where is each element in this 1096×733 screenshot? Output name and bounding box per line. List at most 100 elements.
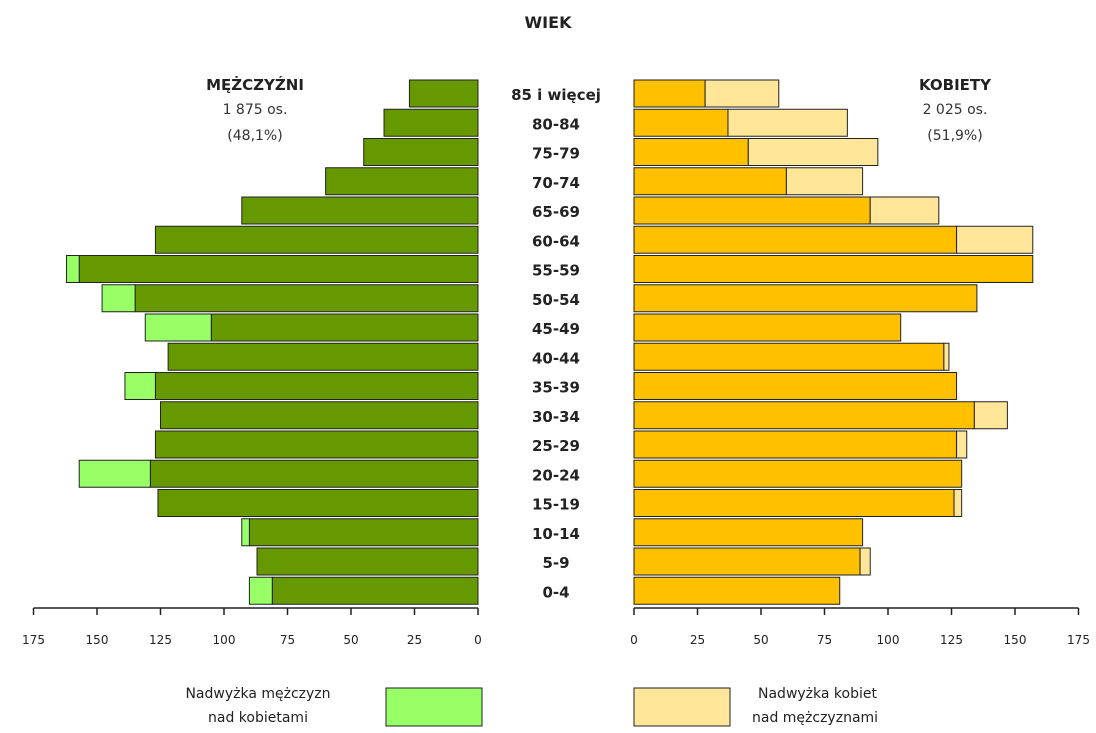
women-bar-3	[633, 167, 787, 196]
men-bar-11	[160, 401, 479, 430]
women-bar-13	[633, 459, 963, 488]
women-excess-bar-16	[859, 547, 871, 576]
legend-women-swatch	[633, 687, 731, 727]
men-bar-15	[248, 518, 479, 547]
men-bar-2	[363, 138, 479, 166]
men-bar-3	[325, 167, 479, 196]
men-bar-0	[408, 79, 479, 108]
women-total: 2 025 os.	[923, 102, 988, 118]
age-label-8: 45-49	[532, 320, 580, 338]
age-label-0: 85 i więcej	[511, 86, 601, 104]
women-excess-bar-4	[869, 196, 940, 225]
women-bar-9	[633, 342, 945, 371]
women-bar-0	[633, 79, 706, 108]
age-label-9: 40-44	[532, 349, 580, 367]
women-axis-tick-label: 75	[817, 633, 832, 647]
legend-women-line1: Nadwyżka kobiet	[758, 686, 877, 702]
men-excess-bar-17	[248, 576, 273, 605]
chart-title: WIEK	[525, 13, 573, 32]
men-axis-tick-label: 0	[474, 633, 482, 647]
men-bar-16	[256, 547, 479, 576]
men-bar-17	[271, 576, 479, 605]
women-bar-6	[633, 255, 1034, 283]
women-excess-bar-3	[785, 167, 864, 196]
legend-men-line1: Nadwyżka mężczyzn	[185, 686, 330, 702]
women-excess-bar-12	[956, 430, 968, 459]
age-label-6: 55-59	[532, 262, 580, 280]
women-axis-tick-label: 25	[690, 633, 705, 647]
women-bar-14	[633, 489, 955, 517]
women-bar-17	[633, 576, 841, 605]
age-labels: 85 i więcej 80-84 75-79 70-74 65-69 60-64 55-5…	[511, 86, 601, 601]
men-total: 1 875 os.	[223, 102, 288, 118]
women-bar-4	[633, 196, 871, 225]
legend-women-excess: Nadwyżka kobiet nad mężczyznami	[633, 686, 878, 727]
age-label-4: 65-69	[532, 203, 580, 221]
men-bar-12	[154, 430, 479, 459]
women-excess-bar-14	[953, 489, 963, 517]
men-axis-tick-label: 100	[213, 633, 236, 647]
women-axis-tick-label: 50	[753, 633, 768, 647]
men-bar-9	[167, 342, 479, 371]
women-excess-bar-0	[704, 79, 780, 108]
women-axis-tick-label: 100	[877, 633, 900, 647]
women-heading: KOBIETY	[919, 76, 992, 94]
women-axis-tick-label: 0	[630, 633, 638, 647]
age-label-2: 75-79	[532, 145, 580, 163]
women-axis-tick-label: 175	[1067, 633, 1090, 647]
age-label-15: 10-14	[532, 525, 580, 543]
men-excess-bar-15	[241, 518, 250, 547]
women-bar-15	[633, 518, 864, 547]
men-excess-bar-10	[124, 372, 156, 400]
men-share: (48,1%)	[227, 128, 282, 144]
men-excess-bar-6	[66, 255, 80, 283]
women-excess-bar-9	[943, 342, 950, 371]
women-excess-bar-11	[973, 401, 1008, 430]
women-axis-tick-label: 150	[1004, 633, 1027, 647]
women-bar-11	[633, 401, 975, 430]
women-bar-1	[633, 108, 729, 137]
women-x-axis: 0 25 50 75 100 125 150 175	[630, 607, 1090, 647]
men-excess-bar-7	[101, 284, 136, 313]
men-bar-6	[78, 255, 479, 283]
men-axis-tick-label: 75	[280, 633, 295, 647]
women-bar-16	[633, 547, 861, 576]
women-excess-bar-2	[747, 138, 879, 166]
age-label-17: 0-4	[542, 583, 569, 601]
age-label-16: 5-9	[542, 554, 569, 572]
legend-men-excess: Nadwyżka mężczyzn nad kobietami	[185, 686, 483, 727]
age-label-10: 35-39	[532, 379, 580, 397]
men-bar-13	[149, 459, 479, 488]
men-axis-tick-label: 125	[149, 633, 172, 647]
age-label-14: 15-19	[532, 496, 580, 514]
age-label-1: 80-84	[532, 115, 580, 133]
men-axis-tick-label: 25	[407, 633, 422, 647]
women-bar-7	[633, 284, 978, 313]
women-share: (51,9%)	[927, 128, 982, 144]
men-axis-tick-label: 175	[22, 633, 45, 647]
men-excess-bar-8	[144, 313, 212, 342]
women-bar-10	[633, 372, 958, 400]
men-axis-tick-label: 50	[343, 633, 358, 647]
age-label-13: 20-24	[532, 466, 580, 484]
men-bar-4	[241, 196, 479, 225]
women-excess-bar-5	[956, 225, 1034, 254]
women-bar-12	[633, 430, 958, 459]
men-x-axis: 0 25 50 75 100 125 150 175	[22, 607, 482, 647]
men-bar-7	[134, 284, 479, 313]
women-bar-8	[633, 313, 902, 342]
women-bar-2	[633, 138, 749, 166]
men-bar-1	[383, 108, 479, 137]
age-label-3: 70-74	[532, 174, 580, 192]
men-excess-bar-13	[78, 459, 151, 488]
women-bars	[633, 79, 1034, 605]
men-bars	[66, 79, 479, 605]
men-bar-5	[154, 225, 479, 254]
women-excess-bar-1	[727, 108, 848, 137]
legend-men-swatch	[385, 687, 483, 727]
women-bar-5	[633, 225, 958, 254]
age-label-12: 25-29	[532, 437, 580, 455]
age-label-11: 30-34	[532, 408, 580, 426]
men-axis-tick-label: 150	[86, 633, 109, 647]
